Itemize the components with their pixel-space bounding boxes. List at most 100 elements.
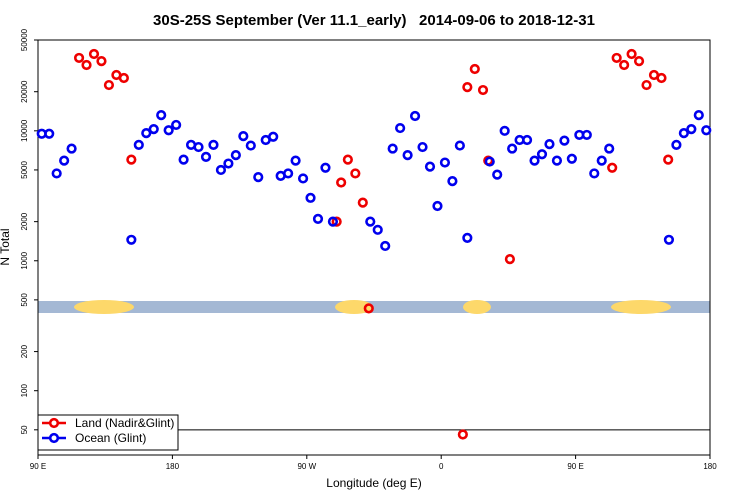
point: [350, 168, 361, 179]
y-tick-label: 100: [20, 383, 29, 397]
point: [81, 59, 92, 71]
point: [223, 158, 234, 169]
point: [133, 139, 144, 150]
point: [118, 72, 129, 84]
point: [141, 128, 152, 139]
legend-label: Land (Nadir&Glint): [75, 416, 174, 430]
point: [521, 134, 533, 146]
land-band: [463, 300, 491, 314]
legend-label: Ocean (Glint): [75, 431, 146, 445]
point: [626, 48, 637, 60]
point: [51, 168, 62, 179]
y-tick-label: 200: [20, 344, 29, 358]
point: [365, 216, 376, 227]
point: [566, 153, 577, 164]
point: [604, 143, 615, 154]
point: [363, 303, 374, 314]
point: [641, 79, 652, 91]
point: [559, 135, 570, 146]
x-tick-label: 90 W: [297, 462, 316, 471]
point: [457, 429, 468, 440]
point: [402, 150, 413, 161]
land-ocean-band: [38, 300, 710, 314]
point: [163, 125, 174, 136]
legend: Land (Nadir&Glint)Ocean (Glint): [37, 414, 179, 451]
point: [148, 124, 159, 135]
point: [245, 140, 256, 151]
point: [462, 82, 473, 93]
land-band: [74, 300, 134, 314]
legend-box: [37, 414, 179, 451]
point: [305, 192, 316, 203]
point: [253, 172, 264, 183]
point: [327, 216, 339, 227]
point: [126, 234, 137, 245]
point: [380, 240, 391, 252]
point: [372, 224, 383, 235]
y-tick-label: 50000: [20, 28, 29, 51]
land-band: [335, 300, 373, 314]
y-tick-label: 10000: [20, 119, 29, 142]
point: [693, 110, 704, 121]
point: [462, 232, 473, 243]
point: [507, 143, 518, 154]
y-tick-label: 500: [20, 293, 29, 307]
point: [73, 52, 85, 64]
x-tick-label: 0: [439, 462, 444, 471]
point: [156, 110, 167, 121]
point: [492, 169, 503, 180]
x-tick-label: 180: [166, 462, 180, 471]
point: [484, 156, 495, 167]
point: [336, 177, 347, 188]
y-tick-label: 5000: [20, 160, 29, 178]
y-tick-label: 2000: [20, 212, 29, 230]
point: [200, 151, 212, 162]
x-axis-label: Longitude (deg E): [326, 476, 421, 490]
point: [663, 234, 675, 245]
point: [544, 139, 555, 150]
legend-marker: [48, 417, 60, 429]
point: [312, 213, 324, 224]
point: [619, 59, 630, 71]
x-tick-label: 90 E: [30, 462, 46, 471]
point: [701, 125, 712, 136]
point: [596, 155, 607, 166]
point: [633, 56, 645, 67]
point: [208, 139, 219, 150]
ocean-band: [38, 301, 710, 313]
y-axis-label: N Total: [0, 228, 12, 265]
point: [103, 79, 115, 91]
point: [529, 155, 540, 166]
point: [454, 140, 465, 151]
point: [126, 154, 137, 165]
point: [671, 139, 682, 150]
y-tick-label: 20000: [20, 80, 29, 103]
legend-marker: [48, 432, 60, 444]
point: [663, 154, 674, 165]
point: [297, 173, 309, 184]
point: [230, 150, 241, 161]
point: [469, 63, 480, 75]
point: [178, 154, 189, 165]
point: [238, 131, 249, 142]
point: [424, 161, 436, 172]
point: [611, 52, 622, 64]
x-tick-label: 180: [703, 462, 717, 471]
chart-title: 30S-25S September (Ver 11.1_early) 2014-…: [153, 12, 595, 29]
point: [589, 168, 600, 179]
point: [331, 216, 342, 227]
point: [59, 155, 70, 166]
point: [88, 48, 100, 60]
land-band: [611, 300, 671, 314]
y-tick-label: 50: [20, 425, 29, 434]
point: [44, 128, 55, 139]
point: [395, 122, 406, 134]
point: [96, 56, 107, 67]
point: [171, 119, 182, 131]
point: [283, 168, 294, 179]
x-tick-label: 90 E: [567, 462, 583, 471]
point: [504, 253, 515, 265]
point: [193, 141, 204, 153]
point: [439, 157, 451, 168]
